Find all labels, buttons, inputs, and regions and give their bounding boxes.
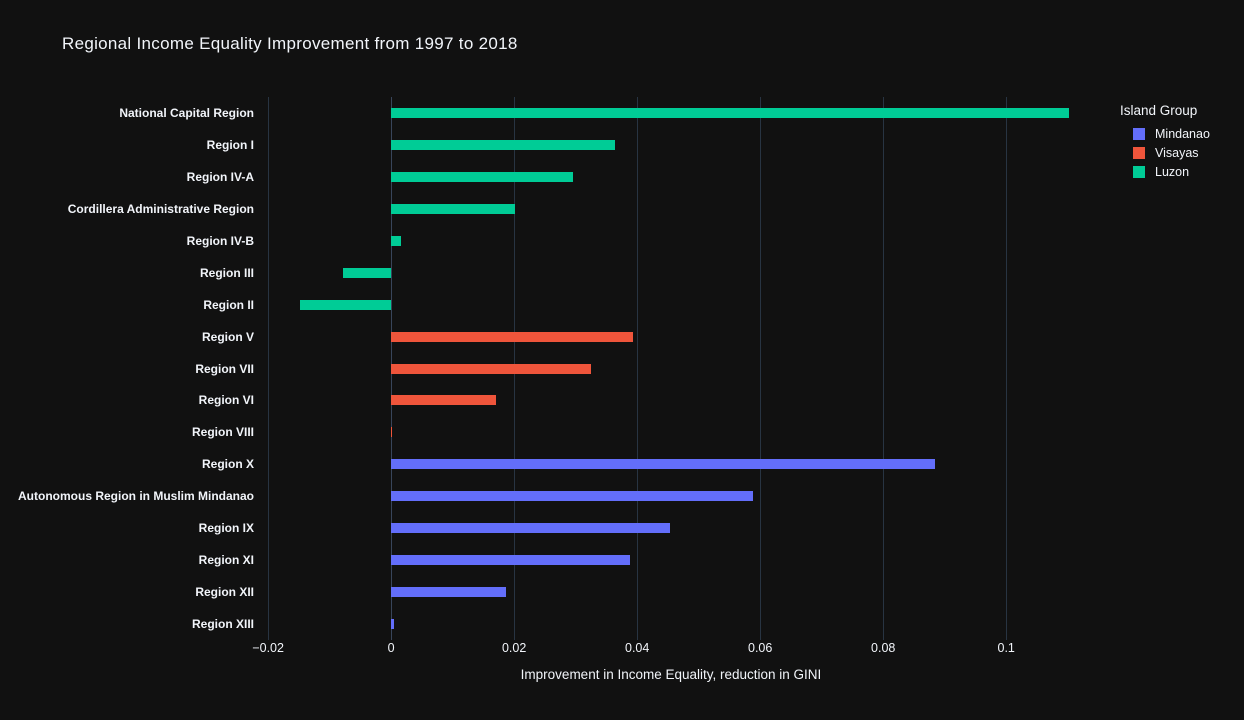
x-axis-tick-labels: −0.02 0 0.02 0.04 0.06 0.08 0.1 — [0, 641, 1244, 661]
legend-label: Visayas — [1155, 145, 1199, 160]
legend: Island Group Mindanao Visayas Luzon — [1120, 103, 1210, 181]
y-axis-label: Region IX — [198, 521, 254, 536]
gridline — [1005, 97, 1007, 640]
legend-item-visayas[interactable]: Visayas — [1120, 143, 1210, 162]
bar-region-iv-a — [391, 171, 573, 182]
bar-region-x — [391, 459, 936, 470]
y-axis-label: Region III — [200, 265, 254, 280]
y-axis-label: National Capital Region — [119, 105, 254, 120]
bar-region-iv-b — [391, 235, 401, 246]
legend-items: Mindanao Visayas Luzon — [1120, 124, 1210, 181]
y-axis-label: Region XI — [198, 553, 254, 568]
y-axis-labels: National Capital Region Region I Region IV… — [0, 97, 258, 640]
legend-swatch-icon — [1133, 146, 1145, 159]
bar-cordillera-administrative-region — [391, 203, 516, 214]
y-axis-label: Region IV-B — [186, 233, 254, 248]
gridline — [636, 97, 638, 640]
x-tick-label: 0.04 — [625, 641, 650, 655]
chart-title: Regional Income Equality Improvement fro… — [62, 34, 518, 53]
legend-swatch-icon — [1133, 127, 1145, 140]
x-tick-label: 0.08 — [871, 641, 896, 655]
bar-region-i — [391, 139, 616, 150]
legend-swatch-icon — [1133, 165, 1145, 178]
bar-region-xiii — [391, 619, 395, 630]
bar-autonomous-region-in-muslim-mindanao — [391, 491, 753, 502]
bar-national-capital-region — [391, 107, 1069, 118]
y-axis-label: Cordillera Administrative Region — [67, 201, 254, 216]
bar-region-viii — [391, 427, 393, 438]
legend-label: Mindanao — [1155, 126, 1210, 141]
legend-title: Island Group — [1120, 103, 1198, 118]
bar-region-vi — [391, 395, 497, 406]
y-axis-label: Region I — [206, 137, 254, 152]
bar-region-xi — [391, 555, 630, 566]
x-tick-label: −0.02 — [252, 641, 284, 655]
gridline — [759, 97, 761, 640]
y-axis-label: Region XIII — [191, 617, 254, 632]
bar-region-ii — [300, 299, 392, 310]
bar-region-vii — [391, 363, 592, 374]
bar-region-iii — [342, 267, 392, 278]
y-axis-label: Region II — [203, 297, 254, 312]
y-axis-label: Region IV-A — [186, 169, 254, 184]
y-axis-label: Region VIII — [191, 425, 254, 440]
y-axis-label: Region VI — [198, 393, 254, 408]
legend-item-mindanao[interactable]: Mindanao — [1120, 124, 1210, 143]
bar-region-ix — [391, 523, 671, 534]
gridline — [267, 97, 269, 640]
x-axis-title: Improvement in Income Equality, reductio… — [520, 667, 822, 682]
y-axis-label: Region XII — [195, 585, 254, 600]
gridline — [882, 97, 884, 640]
x-tick-label: 0.02 — [501, 641, 527, 655]
x-tick-label: 0.06 — [748, 641, 773, 655]
legend-label: Luzon — [1155, 164, 1190, 179]
bar-region-v — [391, 331, 634, 342]
plot-area — [262, 97, 1080, 640]
x-tick-label: 0 — [387, 641, 395, 655]
y-axis-label: Region VII — [195, 361, 254, 376]
bar-region-xii — [391, 587, 507, 598]
y-axis-label: Autonomous Region in Muslim Mindanao — [18, 489, 254, 504]
x-tick-label: 0.1 — [997, 641, 1015, 655]
legend-item-luzon[interactable]: Luzon — [1120, 162, 1210, 181]
y-axis-label: Region V — [201, 329, 254, 344]
y-axis-label: Region X — [201, 457, 254, 472]
